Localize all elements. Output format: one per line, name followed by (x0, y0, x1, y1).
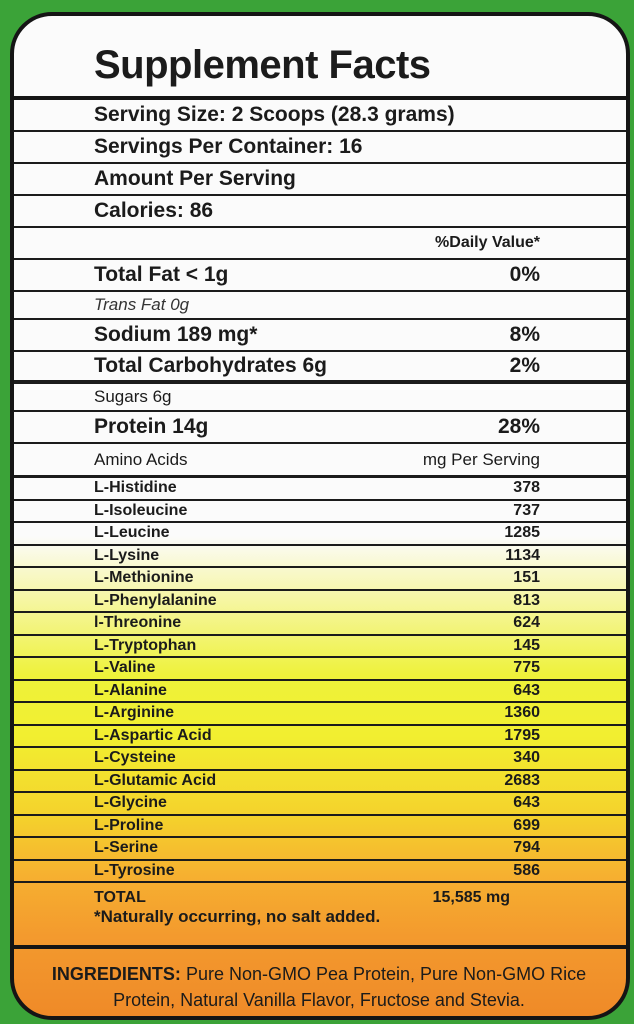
amino-acid-mg: 1360 (504, 704, 540, 722)
nutrient-dv: 28% (497, 415, 540, 438)
nutrient-name: Sodium 189 mg* (94, 323, 258, 346)
amino-acid-mg: 1134 (505, 546, 540, 564)
total-label: TOTAL (94, 889, 146, 906)
amino-acid-mg: 2683 (504, 771, 540, 789)
amino-acid-row: L-Glutamic Acid 2683 (14, 771, 626, 793)
daily-value-text: %Daily Value* (435, 234, 540, 251)
nutrient-name: Trans Fat 0g (94, 295, 190, 314)
calories-row: Calories: 86 (14, 196, 626, 228)
nutrient-row-sugars: Sugars 6g (14, 384, 626, 412)
amino-acid-row: l-Threonine 624 (14, 613, 626, 636)
servings-per-container: Servings Per Container: 16 (14, 132, 626, 164)
amino-acid-mg: 1285 (504, 524, 540, 542)
nutrient-name: Protein 14g (94, 415, 209, 438)
label-title: Supplement Facts (14, 16, 626, 100)
amino-acid-name: L-Phenylalanine (94, 591, 217, 609)
amino-acid-name: L-Lysine (94, 546, 160, 564)
amino-acid-name: L-Alanine (94, 681, 167, 699)
amino-acid-name: L-Tyrosine (94, 861, 175, 879)
amino-acid-mg: 1795 (504, 726, 540, 744)
amino-acid-mg: 643 (513, 681, 540, 699)
ingredients: INGREDIENTS: Pure Non-GMO Pea Protein, P… (14, 949, 626, 1013)
amino-acid-mg: 145 (513, 636, 540, 654)
amino-acid-mg: 378 (513, 479, 540, 497)
amount-text: Amount Per Serving (94, 167, 296, 190)
calories-text: Calories: 86 (94, 199, 214, 222)
amino-acid-row: L-Tryptophan 145 (14, 636, 626, 658)
nutrient-name: Total Fat < 1g (94, 263, 229, 286)
amino-acid-row: L-Alanine 643 (14, 681, 626, 703)
amino-acid-name: L-Valine (94, 659, 156, 677)
ingredients-label: INGREDIENTS: (51, 964, 181, 984)
amino-acid-mg: 813 (513, 591, 540, 609)
amino-acid-mg: 699 (513, 816, 540, 834)
amino-header-unit: mg Per Serving (422, 449, 540, 469)
nutrient-row-total-fat: Total Fat < 1g 0% (14, 260, 626, 292)
amino-acid-row: L-Serine 794 (14, 838, 626, 861)
amino-acid-name: L-Proline (94, 816, 164, 834)
amino-acid-mg: 794 (513, 839, 540, 857)
amino-acid-row: L-Glycine 643 (14, 793, 626, 816)
amino-acid-row: L-Tyrosine 586 (14, 861, 626, 883)
amino-acid-name: L-Glycine (94, 794, 167, 812)
amino-acid-row: L-Phenylalanine 813 (14, 591, 626, 613)
amino-acid-name: L-Isoleucine (94, 501, 188, 519)
amino-acid-name: L-Tryptophan (94, 636, 197, 654)
amino-acid-name: L-Leucine (94, 524, 170, 542)
nutrient-row-trans-fat: Trans Fat 0g (14, 292, 626, 320)
amino-acid-mg: 775 (513, 659, 540, 677)
amino-acid-row: L-Methionine 151 (14, 568, 626, 591)
footnote: *Naturally occurring, no salt added. (94, 907, 381, 926)
nutrient-name: Sugars 6g (94, 387, 172, 406)
nutrient-dv: 8% (509, 323, 540, 346)
amino-acid-name: L-Aspartic Acid (94, 726, 212, 744)
amino-acid-row: L-Proline 699 (14, 816, 626, 838)
amino-acid-name: L-Arginine (94, 704, 174, 722)
nutrient-row-carbohydrates: Total Carbohydrates 6g 2% (14, 352, 626, 384)
amino-acid-row: L-Isoleucine 737 (14, 501, 626, 523)
amino-acid-mg: 151 (513, 569, 540, 587)
amino-acid-row: L-Leucine 1285 (14, 523, 626, 546)
serving-size: Serving Size: 2 Scoops (28.3 grams) (14, 100, 626, 132)
amino-acid-list: L-Histidine 378 L-Isoleucine 737 L-Leucine 12… (14, 478, 626, 883)
servings-text: Servings Per Container: 16 (94, 135, 363, 158)
nutrient-name: Total Carbohydrates 6g (94, 354, 327, 377)
amino-acid-row: L-Cysteine 340 (14, 748, 626, 771)
amino-acid-row: L-Valine 775 (14, 658, 626, 681)
amino-acid-mg: 737 (513, 501, 540, 519)
amino-acid-name: l-Threonine (94, 614, 182, 632)
nutrient-dv: 0% (509, 263, 540, 286)
amino-acid-name: L-Histidine (94, 479, 177, 497)
amino-acid-mg: 624 (513, 614, 540, 632)
amino-acid-mg: 340 (513, 749, 540, 767)
nutrient-row-sodium: Sodium 189 mg* 8% (14, 320, 626, 352)
amino-acid-mg: 643 (513, 794, 540, 812)
amino-acid-name: L-Glutamic Acid (94, 771, 217, 789)
total-value: 15,585 mg (432, 889, 510, 906)
amino-acid-row: L-Lysine 1134 (14, 546, 626, 568)
amount-per-serving: Amount Per Serving (14, 164, 626, 196)
nutrient-dv: 2% (509, 354, 540, 377)
amino-acid-row: L-Arginine 1360 (14, 703, 626, 726)
amino-acid-row: L-Histidine 378 (14, 478, 626, 501)
amino-acid-name: L-Cysteine (94, 749, 176, 767)
amino-acid-row: L-Aspartic Acid 1795 (14, 726, 626, 748)
ingredients-text: Pure Non-GMO Pea Protein, Pure Non-GMO R… (113, 964, 587, 1010)
daily-value-header: %Daily Value* (14, 228, 626, 260)
serving-size-text: Serving Size: 2 Scoops (28.3 grams) (94, 103, 455, 126)
total-row: TOTAL 15,585 mg *Naturally occurring, no … (14, 883, 626, 949)
amino-acids-header: Amino Acids mg Per Serving (14, 444, 626, 478)
supplement-facts-label: Supplement Facts Serving Size: 2 Scoops … (10, 12, 630, 1020)
amino-header-label: Amino Acids (94, 449, 188, 469)
amino-acid-mg: 586 (513, 861, 540, 879)
amino-acid-name: L-Serine (94, 839, 159, 857)
amino-acid-name: L-Methionine (94, 569, 194, 587)
nutrient-row-protein: Protein 14g 28% (14, 412, 626, 444)
